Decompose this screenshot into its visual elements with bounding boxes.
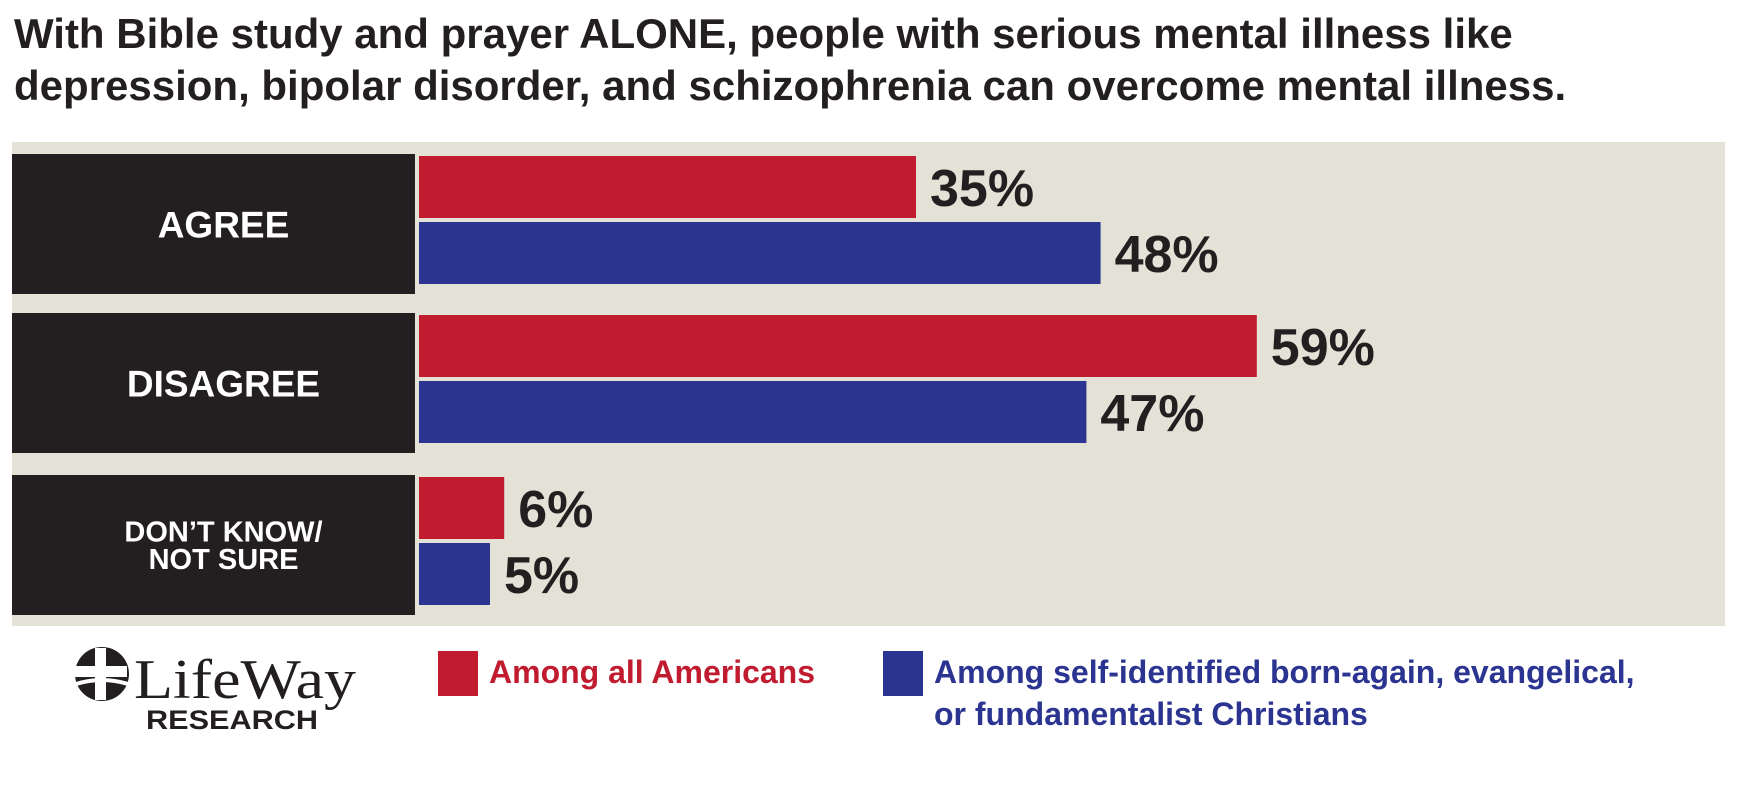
logo-sub-text: RESEARCH — [146, 705, 318, 735]
bar-chart: AGREE 35% 48% DISAGREE 59% 47% DON’T KNOW/NOT … — [12, 154, 1375, 615]
chart-panel: AGREE 35% 48% DISAGREE 59% 47% DON’T KNOW/NOT … — [12, 142, 1725, 626]
category-label-agree: AGREE — [158, 204, 290, 245]
logo-brand-text: LifeWay — [134, 649, 356, 711]
value-label-disagree-series-2: 47% — [1100, 385, 1204, 443]
legend-label-christians: Among self-identified born-again, evange… — [934, 651, 1737, 735]
bar-disagree-series-1 — [419, 315, 1257, 377]
value-label-disagree-series-1: 59% — [1271, 319, 1375, 377]
legend-item-christians: Among self-identified born-again, evange… — [883, 651, 1737, 735]
value-label-agree-series-2: 48% — [1115, 226, 1219, 284]
bar-agree-series-1 — [419, 156, 916, 218]
lifeway-research-logo: LifeWay RESEARCH — [64, 646, 364, 736]
legend-swatch-red — [438, 651, 478, 696]
legend-swatch-blue — [883, 651, 923, 696]
legend-item-all-americans: Among all Americans — [438, 651, 815, 696]
category-box-agree — [12, 154, 415, 294]
category-label-disagree: DISAGREE — [127, 363, 320, 404]
category-label-dont-know: NOT SURE — [149, 544, 299, 576]
chart-title-line-1: With Bible study and prayer ALONE, peopl… — [14, 10, 1513, 57]
value-label-agree-series-1: 35% — [930, 160, 1034, 218]
bar-dont-know-series-2 — [419, 543, 490, 605]
legend-label-christians-line-1: Among self-identified born-again, evange… — [934, 654, 1635, 690]
category-box-disagree — [12, 313, 415, 453]
bar-agree-series-2 — [419, 222, 1101, 284]
bar-disagree-series-2 — [419, 381, 1087, 443]
value-label-dont-know-series-2: 5% — [504, 547, 579, 605]
chart-title-line-2: depression, bipolar disorder, and schizo… — [14, 62, 1567, 109]
legend-label-all-americans: Among all Americans — [489, 654, 816, 690]
value-label-dont-know-series-1: 6% — [518, 481, 593, 539]
category-box-dont-know — [12, 475, 415, 615]
legend-label-christians-line-2: or fundamentalist Christians — [934, 696, 1368, 732]
bar-dont-know-series-1 — [419, 477, 505, 539]
logo-cross-circle-icon — [74, 647, 129, 701]
category-label-dont-know: DON’T KNOW/ — [124, 517, 322, 549]
chart-title: With Bible study and prayer ALONE, peopl… — [14, 8, 1729, 112]
